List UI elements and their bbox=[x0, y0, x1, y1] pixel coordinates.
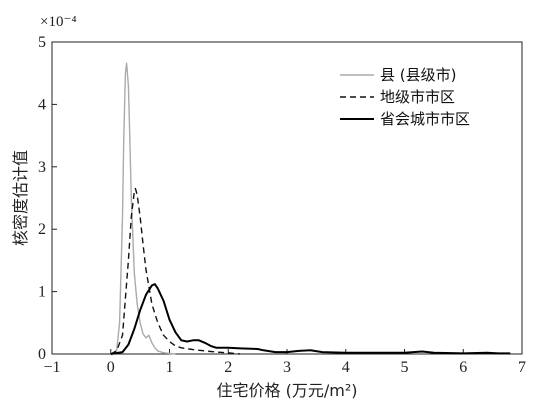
x-tick-label: −1 bbox=[43, 359, 60, 376]
legend-label-3: 省会城市市区 bbox=[380, 110, 470, 128]
y-tick-label: 0 bbox=[38, 346, 46, 363]
y-tick-label: 3 bbox=[38, 159, 46, 176]
y-tick-label: 2 bbox=[38, 221, 46, 238]
x-tick-label: 0 bbox=[107, 359, 115, 376]
x-tick-label: 4 bbox=[342, 359, 350, 376]
y-exponent-label: ×10⁻⁴ bbox=[40, 14, 77, 30]
x-tick-label: 6 bbox=[459, 359, 467, 376]
series-line-1 bbox=[110, 62, 176, 355]
x-axis-label: 住宅价格 (万元/m²) bbox=[217, 381, 358, 400]
x-tick-label: 3 bbox=[283, 359, 291, 376]
y-tick-label: 4 bbox=[38, 96, 46, 113]
series-line-3 bbox=[110, 283, 511, 355]
y-axis-label: 核密度估计值 bbox=[11, 150, 30, 246]
y-tick-label: 1 bbox=[38, 284, 46, 301]
legend-label-2: 地级市市区 bbox=[380, 88, 455, 106]
x-tick-label: 7 bbox=[518, 359, 526, 376]
x-tick-label: 5 bbox=[401, 359, 409, 376]
x-tick-label: 1 bbox=[166, 359, 174, 376]
x-tick-label: 2 bbox=[224, 359, 232, 376]
y-tick-label: 5 bbox=[38, 34, 46, 51]
legend-label-1: 县 (县级市) bbox=[380, 66, 456, 84]
series-line-2 bbox=[110, 187, 241, 355]
series-lines bbox=[110, 62, 511, 355]
